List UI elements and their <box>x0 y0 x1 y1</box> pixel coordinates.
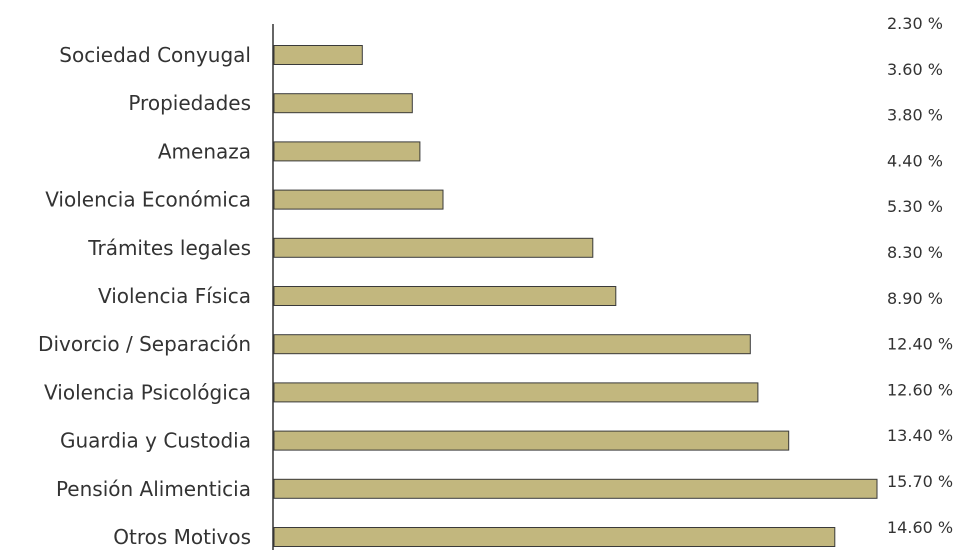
bar-10 <box>273 527 836 547</box>
bar-0 <box>273 45 363 65</box>
bar-8 <box>273 430 790 451</box>
value-label-9: 13.40 % <box>887 426 953 445</box>
category-label-4: Trámites legales <box>87 236 251 260</box>
value-label-7: 12.40 % <box>887 335 953 354</box>
value-label-0: 2.30 % <box>887 14 943 33</box>
bar-9 <box>273 478 878 499</box>
category-labels: Sociedad Conyugal Propiedades Amenaza Viole… <box>38 43 251 549</box>
value-label-1: 3.60 % <box>887 60 943 79</box>
value-label-6: 8.90 % <box>887 289 943 308</box>
category-label-0: Sociedad Conyugal <box>59 43 251 67</box>
value-label-10: 15.70 % <box>887 472 953 491</box>
category-label-1: Propiedades <box>128 91 251 115</box>
value-label-4: 5.30 % <box>887 197 943 216</box>
bar-7 <box>273 382 759 403</box>
value-labels: 2.30 % 3.60 % 3.80 % 4.40 % 5.30 % 8.30 % 8.90… <box>887 14 953 537</box>
bar-3 <box>273 189 444 210</box>
bars-group <box>273 45 878 547</box>
bar-4 <box>273 237 594 258</box>
category-label-8: Guardia y Custodia <box>60 429 251 453</box>
value-label-5: 8.30 % <box>887 243 943 262</box>
value-label-8: 12.60 % <box>887 380 953 399</box>
category-label-3: Violencia Económica <box>45 188 251 212</box>
bar-1 <box>273 93 413 114</box>
value-label-2: 3.80 % <box>887 106 943 125</box>
category-label-6: Divorcio / Separación <box>38 332 251 356</box>
category-label-7: Violencia Psicológica <box>44 380 251 404</box>
category-label-5: Violencia Física <box>98 284 251 308</box>
category-label-9: Pensión Alimenticia <box>56 477 251 501</box>
value-label-3: 4.40 % <box>887 151 943 170</box>
category-label-2: Amenaza <box>158 139 251 163</box>
category-label-10: Otros Motivos <box>113 525 251 549</box>
bar-5 <box>273 286 617 306</box>
value-label-11: 14.60 % <box>887 518 953 537</box>
bar-6 <box>273 334 751 355</box>
bar-2 <box>273 141 421 162</box>
